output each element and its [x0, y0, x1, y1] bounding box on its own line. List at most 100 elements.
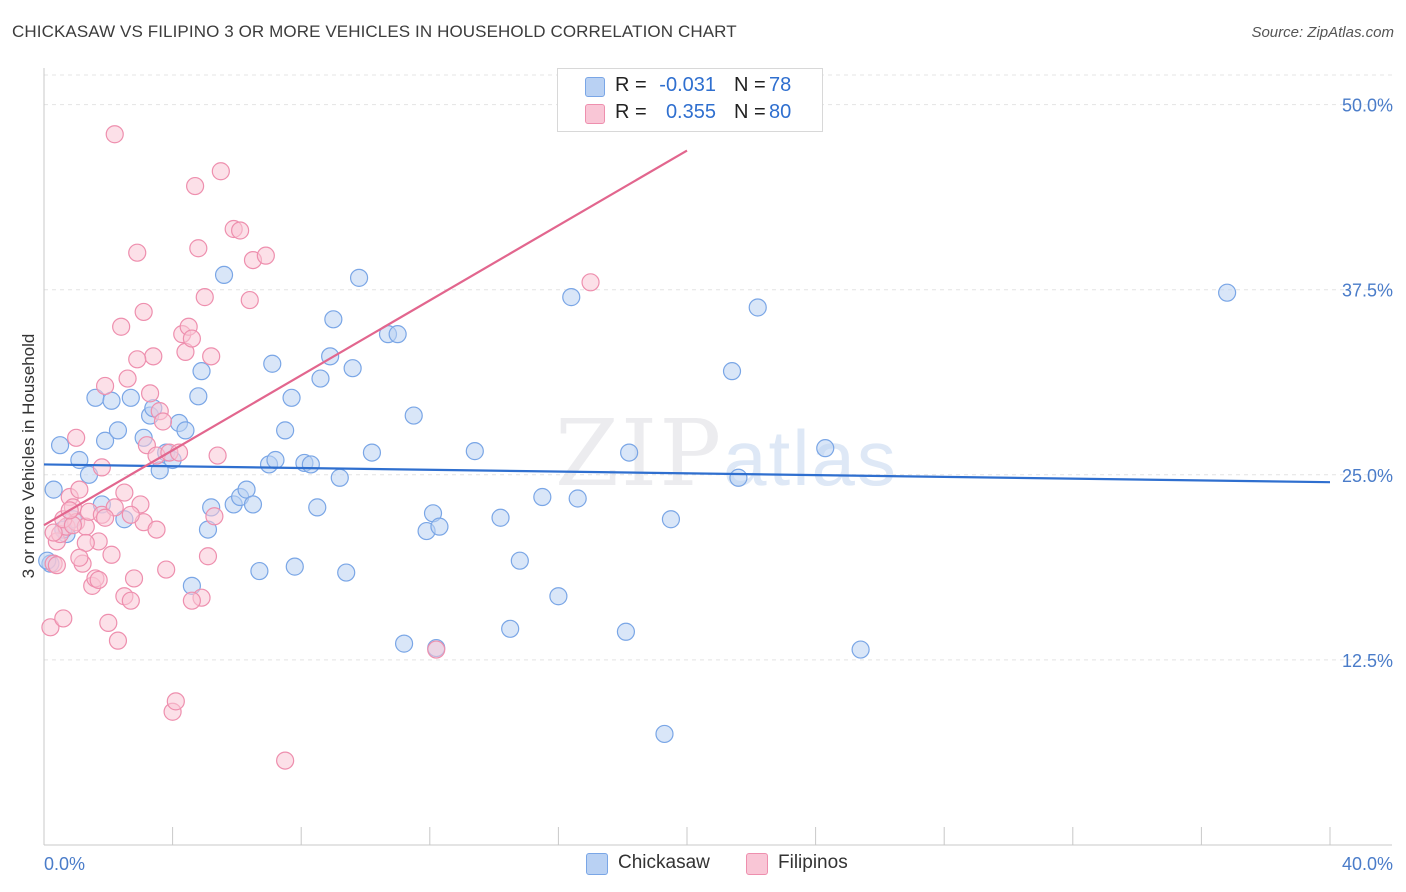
filipinos-point	[44, 523, 63, 542]
filipinos-point	[166, 692, 185, 711]
chickasaw-point	[301, 455, 320, 474]
filipinos-point	[121, 505, 140, 524]
legend-row-filipinos: R = 0.355 N = 80	[558, 101, 822, 127]
filipinos-point	[240, 290, 259, 310]
legend-n-label: N =	[734, 101, 766, 123]
filipinos-trend-line	[43, 149, 688, 527]
chickasaw-point	[349, 268, 369, 287]
y-axis-title: 3 or more Vehicles in Household	[19, 334, 38, 579]
chickasaw-trend-line	[43, 463, 1331, 484]
filipinos-point	[54, 609, 73, 628]
filipinos-point	[195, 288, 214, 307]
chickasaw-point	[121, 388, 140, 407]
series-label-chickasaw: Chickasaw	[618, 852, 710, 873]
legend-n-value: 78	[769, 74, 792, 96]
chickasaw-point	[214, 265, 234, 285]
chickasaw-point	[282, 388, 301, 407]
chickasaw-point	[276, 421, 295, 440]
chickasaw-point	[661, 510, 681, 529]
source-label: Source: ZipAtlas.com	[1251, 24, 1394, 41]
chickasaw-point	[729, 468, 748, 487]
filipinos-point	[202, 347, 221, 366]
filipinos-point	[427, 640, 446, 659]
filipinos-point	[108, 631, 128, 650]
legend-swatch-blue	[585, 77, 605, 97]
chickasaw-point	[50, 436, 70, 455]
series-label-filipinos: Filipinos	[778, 852, 848, 873]
y-tick-label: 50.0%	[1342, 96, 1393, 116]
chickasaw-point	[192, 362, 211, 381]
chickasaw-point	[44, 480, 63, 499]
filipinos-point	[63, 516, 83, 535]
chickasaw-point	[337, 563, 356, 582]
filipinos-point	[153, 412, 173, 431]
chickasaw-point	[108, 421, 128, 440]
chickasaw-point	[324, 310, 343, 329]
filipinos-point	[211, 162, 230, 181]
series-swatch-pink	[746, 853, 768, 875]
chickasaw-point	[501, 619, 520, 638]
chickasaw-point	[1218, 283, 1237, 302]
chickasaw-point	[243, 495, 263, 514]
watermark-atlas: atlas	[723, 414, 898, 502]
chickasaw-point	[330, 468, 349, 487]
legend-r-label: R =	[615, 101, 647, 123]
filipinos-point	[182, 329, 201, 348]
chickasaw-point	[851, 640, 870, 659]
filipinos-point	[102, 545, 121, 564]
x-tick-label: 40.0%	[1342, 854, 1393, 874]
chickasaw-point	[562, 288, 581, 307]
filipinos-point	[95, 508, 115, 527]
filipinos-point	[128, 350, 147, 369]
filipinos-point	[121, 591, 140, 610]
filipinos-point	[47, 556, 66, 575]
chickasaw-point	[616, 622, 636, 641]
stats-legend: R = -0.031 N = 78 R = 0.355 N = 80	[557, 68, 823, 132]
filipinos-point	[186, 176, 205, 196]
y-tick-label: 25.0%	[1342, 466, 1393, 486]
filipinos-point	[118, 369, 137, 388]
filipinos-point	[147, 520, 166, 539]
chickasaw-point	[95, 431, 115, 450]
filipinos-point	[95, 376, 115, 396]
chickasaw-point	[465, 442, 484, 461]
filipinos-point	[581, 273, 600, 292]
chickasaw-point	[748, 298, 767, 317]
chickasaw-point	[430, 517, 449, 536]
filipinos-point	[112, 317, 131, 336]
filipinos-point	[157, 560, 176, 579]
filipinos-point	[92, 458, 111, 477]
filipinos-point	[189, 239, 208, 258]
watermark: ZIPatlas	[555, 400, 898, 507]
filipinos-point	[208, 446, 227, 465]
filipinos-point	[128, 243, 147, 262]
series-legend: Chickasaw Filipinos	[0, 852, 1406, 878]
filipinos-point	[41, 618, 60, 637]
chickasaw-point	[491, 508, 510, 527]
filipinos-point	[256, 246, 275, 265]
chickasaw-point	[388, 325, 407, 344]
filipinos-point	[144, 347, 163, 366]
legend-swatch-pink	[585, 104, 605, 124]
chickasaw-point	[176, 421, 195, 440]
legend-n-label: N =	[734, 74, 766, 96]
chart-title: CHICKASAW VS FILIPINO 3 OR MORE VEHICLES…	[12, 22, 737, 41]
series-swatch-blue	[586, 853, 608, 875]
filipinos-point	[198, 547, 218, 566]
filipinos-point	[182, 591, 201, 610]
legend-row-chickasaw: R = -0.031 N = 78	[558, 74, 822, 100]
filipinos-point	[115, 483, 134, 502]
chickasaw-point	[404, 406, 423, 425]
filipinos-point	[140, 384, 160, 403]
chickasaw-point	[568, 489, 587, 508]
filipinos-point	[231, 221, 250, 240]
chickasaw-point	[250, 561, 269, 581]
chickasaw-point	[394, 634, 414, 653]
chickasaw-point	[189, 387, 208, 406]
chickasaw-point	[263, 354, 282, 373]
y-tick-label: 37.5%	[1342, 281, 1393, 301]
legend-n-value: 80	[769, 101, 792, 123]
chickasaw-point	[343, 359, 362, 378]
filipinos-point	[134, 302, 153, 322]
filipinos-point	[67, 428, 86, 447]
